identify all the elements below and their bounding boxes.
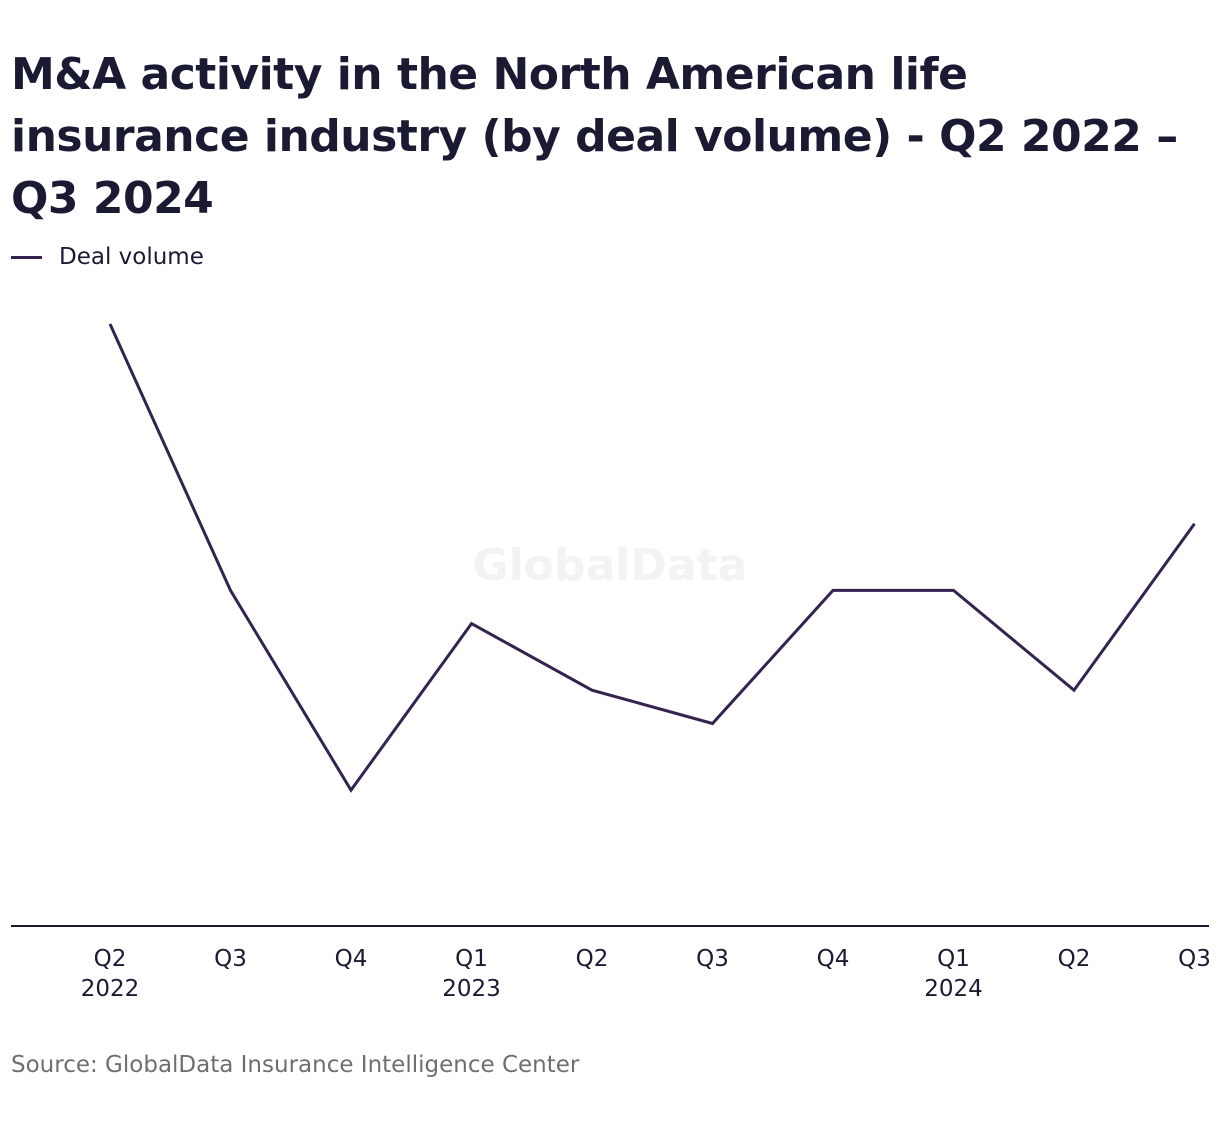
legend-swatch-deal-volume <box>11 255 42 259</box>
x-tick-year-label: 2024 <box>924 976 983 1002</box>
x-tick-label: Q2 <box>1058 946 1091 972</box>
x-tick-label: Q1 <box>455 946 488 972</box>
x-tick-label: Q2 <box>94 946 127 972</box>
x-tick-label: Q3 <box>1178 946 1211 972</box>
legend-label-deal-volume: Deal volume <box>59 244 204 270</box>
x-tick-label: Q4 <box>817 946 850 972</box>
chart-title: M&A activity in the North American life … <box>11 49 1178 224</box>
legend: Deal volume <box>11 242 204 272</box>
series-line-deal-volume <box>108 323 1196 793</box>
x-tick-label: Q3 <box>696 946 729 972</box>
x-tick-year-label: 2023 <box>442 976 501 1002</box>
line-chart: GlobalData Q2 2022 Q3 Q4 Q1 2023 Q2 Q3 Q4 Q1 2024 Q… <box>11 323 1211 1002</box>
watermark: GlobalData <box>473 540 748 591</box>
x-tick-label: Q3 <box>214 946 247 972</box>
x-tick-year-label: 2022 <box>81 976 140 1002</box>
x-tick-label: Q2 <box>576 946 609 972</box>
x-tick-label: Q4 <box>335 946 368 972</box>
source-note: Source: GlobalData Insurance Intelligenc… <box>11 1052 580 1078</box>
x-tick-label: Q1 <box>937 946 970 972</box>
